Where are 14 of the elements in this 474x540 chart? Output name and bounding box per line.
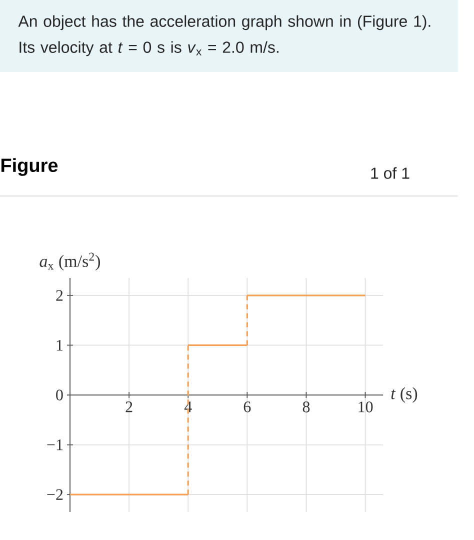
y-tick-label: 0 xyxy=(56,390,63,400)
x-tick-label: 2 xyxy=(126,402,132,412)
text: 1 of 1 xyxy=(371,167,410,179)
y-tick-label: −2 xyxy=(47,489,63,500)
x-tick-label: 6 xyxy=(244,402,251,412)
y-tick-label: −1 xyxy=(47,440,63,450)
y-axis-title: a$_{x}$ (m/s$^{2}$) xyxy=(40,252,100,270)
chart-subtitle: Figure xyxy=(1,158,58,176)
x-axis-title: t (s) xyxy=(391,387,418,403)
y-tick-label: 1 xyxy=(56,340,63,350)
chart-title: An object has the acceleration graph shown in (Figure 1). Its velocity at t = 0 s is v$_{x}$ = 2.0 m/s. xyxy=(18,15,430,56)
x-tick-label: 8 xyxy=(302,402,310,412)
y-tick-label: 2 xyxy=(56,290,63,301)
x-tick-label: 10 xyxy=(358,402,373,412)
